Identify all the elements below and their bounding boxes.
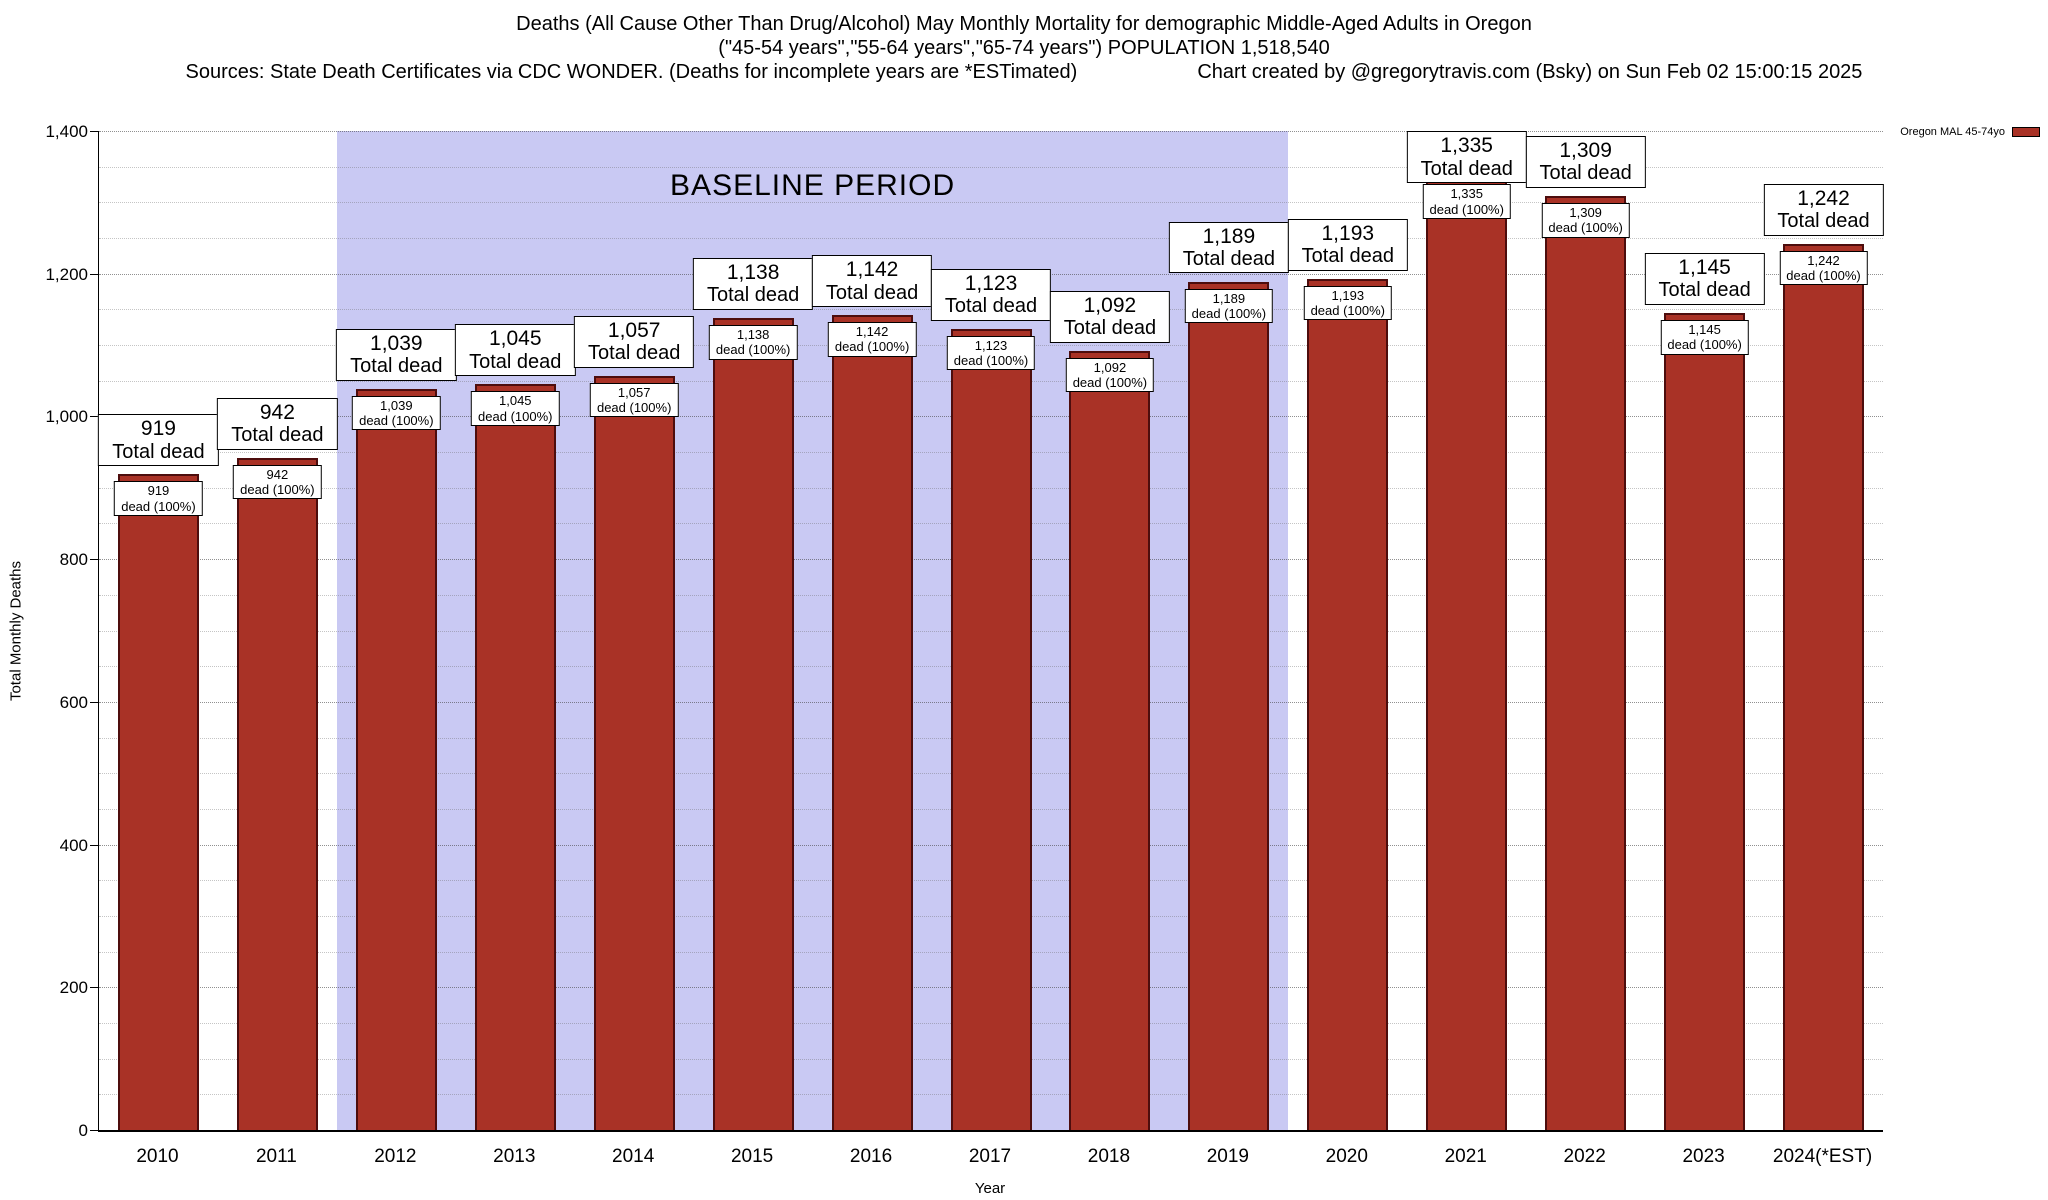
bar-inner-label: 1,145 dead (100%) (1660, 319, 1749, 355)
x-tick-label: 2019 (1206, 1146, 1249, 1167)
bar-outer-label: 1,039 Total dead (336, 328, 457, 381)
bar (831, 315, 913, 1130)
gridline (99, 131, 1883, 132)
bar-outer-label: 1,335 Total dead (1406, 131, 1527, 183)
bar (355, 388, 437, 1130)
y-tick-mark (90, 273, 98, 275)
y-tick-mark (90, 701, 98, 703)
bar (236, 457, 318, 1130)
gridline (99, 166, 1883, 168)
y-tick-label: 1,400 (45, 122, 88, 141)
y-tick-mark (90, 1130, 98, 1131)
bar (950, 328, 1032, 1130)
y-tick-label: 0 (78, 1121, 88, 1140)
y-tick-mark (90, 131, 98, 132)
chart-credit-note: Chart created by @gregorytravis.com (Bsk… (1197, 61, 1863, 83)
bar (1188, 281, 1270, 1130)
x-tick-label: 2022 (1563, 1146, 1606, 1167)
bar-inner-label: 1,092 dead (100%) (1065, 357, 1155, 393)
bar-outer-label: 919 Total dead (98, 414, 219, 467)
chart-titles: Deaths (All Cause Other Than Drug/Alcoho… (0, 12, 2048, 84)
bar-inner-label: 1,193 dead (100%) (1303, 285, 1393, 321)
bar-outer-label: 1,309 Total dead (1525, 135, 1646, 188)
bar (593, 375, 675, 1130)
x-tick-label: 2018 (1087, 1146, 1131, 1167)
y-tick-mark (90, 844, 98, 846)
y-tick-mark (90, 559, 98, 561)
bar-outer-label: 1,138 Total dead (692, 257, 814, 310)
bar-inner-label: 1,123 dead (100%) (946, 335, 1036, 371)
chart-title-line3: Sources: State Death Certificates via CD… (0, 60, 2048, 84)
legend-label: Oregon MAL 45-74yo (1900, 126, 2005, 138)
bar-inner-label: 942 dead (100%) (233, 464, 322, 500)
bar (712, 317, 794, 1130)
y-tick-label: 400 (59, 835, 88, 855)
bar-outer-label: 1,045 Total dead (455, 324, 576, 377)
bar-outer-label: 1,145 Total dead (1644, 252, 1765, 305)
x-tick-label: 2016 (849, 1146, 893, 1167)
bar-inner-label: 1,057 dead (100%) (589, 382, 679, 418)
x-tick-label: 2020 (1325, 1146, 1368, 1167)
y-tick-label: 600 (59, 692, 88, 712)
bar (1783, 243, 1865, 1130)
bar-outer-label: 1,057 Total dead (574, 315, 695, 368)
bar (1426, 177, 1508, 1130)
x-tick-label: 2014 (612, 1146, 655, 1167)
bar-inner-label: 1,189 dead (100%) (1184, 288, 1274, 324)
bar-outer-label: 1,189 Total dead (1168, 221, 1290, 274)
bar (474, 384, 556, 1130)
baseline-period-label: BASELINE PERIOD (670, 169, 956, 202)
y-tick-label: 800 (59, 550, 88, 570)
bar-outer-label: 1,242 Total dead (1763, 183, 1884, 236)
bar-outer-label: 1,142 Total dead (811, 255, 933, 307)
bar-inner-label: 1,045 dead (100%) (471, 391, 560, 426)
x-tick-label: 2023 (1682, 1146, 1725, 1167)
gridline (99, 238, 1883, 240)
bar-outer-label: 1,092 Total dead (1049, 290, 1171, 343)
legend: Oregon MAL 45-74yo (1900, 126, 2040, 138)
bar-inner-label: 1,242 dead (100%) (1779, 250, 1868, 286)
x-tick-label: 2015 (730, 1146, 774, 1167)
y-tick-mark (90, 987, 98, 989)
y-tick-label: 1,000 (45, 407, 88, 427)
bar (1664, 312, 1746, 1130)
y-tick-mark (90, 416, 98, 418)
y-tick-label: 1,200 (45, 264, 88, 284)
gridline (99, 202, 1883, 204)
x-tick-label: 2021 (1444, 1146, 1487, 1167)
bar-inner-label: 919 dead (100%) (114, 481, 203, 516)
bar-outer-label: 942 Total dead (217, 397, 338, 450)
bar-inner-label: 1,039 dead (100%) (352, 395, 441, 431)
plot-area: BASELINE PERIOD 919 dead (100%) 919 Total de… (98, 131, 1884, 1132)
y-axis-title: Total Monthly Deaths (7, 560, 25, 702)
bar (117, 474, 199, 1130)
bar-inner-label: 1,138 dead (100%) (708, 324, 798, 360)
chart-title-line1: Deaths (All Cause Other Than Drug/Alcoho… (516, 13, 1532, 35)
legend-swatch (2012, 127, 2040, 137)
chart-sources-note: Sources: State Death Certificates via CD… (185, 61, 1078, 83)
x-tick-label: 2013 (493, 1146, 536, 1167)
bar-inner-label: 1,309 dead (100%) (1541, 202, 1630, 238)
y-tick-label: 200 (59, 978, 88, 998)
bar-inner-label: 1,335 dead (100%) (1422, 184, 1511, 220)
x-tick-label: 2017 (968, 1146, 1012, 1167)
x-tick-label: 2024(*EST) (1772, 1146, 1873, 1167)
chart-title-line2: ("45-54 years","55-64 years","65-74 year… (718, 37, 1330, 59)
bar-inner-label: 1,142 dead (100%) (827, 322, 917, 357)
bar-outer-label: 1,193 Total dead (1287, 218, 1408, 271)
bar (1307, 278, 1389, 1130)
x-tick-label: 2012 (374, 1146, 417, 1167)
x-axis-title: Year (974, 1180, 1006, 1197)
x-tick-label: 2011 (255, 1146, 297, 1167)
bar (1545, 195, 1627, 1130)
x-tick-label: 2010 (136, 1146, 179, 1167)
bar-outer-label: 1,123 Total dead (930, 268, 1052, 321)
bar (1069, 350, 1151, 1130)
